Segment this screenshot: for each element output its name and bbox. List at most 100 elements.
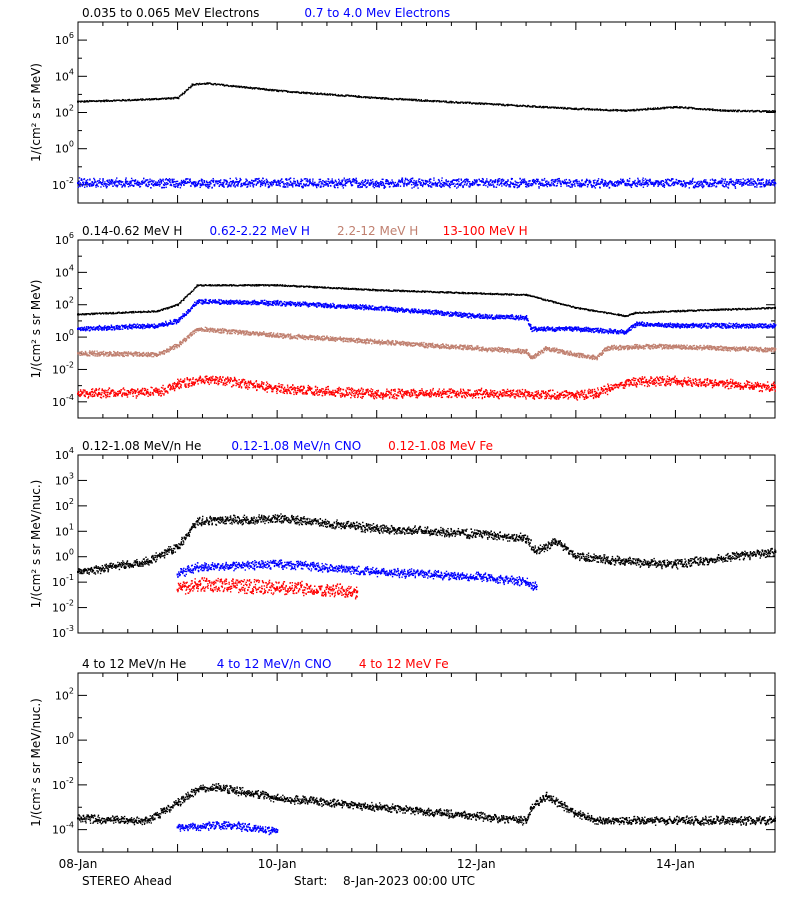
data-point bbox=[103, 99, 105, 101]
data-point bbox=[144, 181, 146, 183]
data-point bbox=[535, 182, 537, 185]
data-point bbox=[750, 182, 752, 184]
data-point bbox=[590, 309, 592, 311]
data-point bbox=[644, 183, 646, 186]
data-point bbox=[712, 309, 715, 312]
data-point bbox=[141, 180, 144, 182]
data-point bbox=[180, 179, 183, 182]
data-point bbox=[219, 180, 221, 182]
data-point bbox=[504, 182, 507, 185]
data-point bbox=[189, 179, 191, 181]
data-point bbox=[129, 311, 131, 313]
data-point bbox=[376, 182, 378, 184]
data-point bbox=[140, 180, 143, 183]
data-point bbox=[550, 184, 552, 187]
data-point bbox=[749, 308, 752, 310]
data-point bbox=[737, 182, 739, 184]
data-point bbox=[298, 185, 300, 187]
data-point bbox=[534, 105, 536, 107]
data-point bbox=[312, 286, 314, 289]
data-point bbox=[404, 182, 406, 184]
data-point bbox=[564, 106, 566, 109]
data-point bbox=[115, 179, 117, 181]
data-point bbox=[753, 183, 755, 185]
data-point bbox=[418, 178, 421, 180]
data-point bbox=[587, 309, 590, 312]
data-point bbox=[140, 311, 142, 314]
data-point bbox=[347, 288, 350, 291]
data-point bbox=[265, 284, 267, 287]
data-point bbox=[535, 296, 537, 298]
data-point bbox=[514, 180, 516, 182]
data-point bbox=[755, 110, 757, 112]
data-point bbox=[628, 180, 631, 182]
data-point bbox=[597, 179, 599, 182]
data-point bbox=[573, 183, 575, 186]
data-point bbox=[545, 106, 547, 108]
data-point bbox=[526, 186, 528, 188]
data-point bbox=[579, 107, 581, 110]
data-point bbox=[432, 100, 435, 103]
data-point bbox=[669, 185, 672, 187]
data-point bbox=[238, 86, 241, 89]
data-point bbox=[341, 95, 344, 97]
data-point bbox=[771, 181, 773, 184]
data-point bbox=[214, 183, 216, 186]
data-point bbox=[591, 309, 593, 311]
data-point bbox=[181, 182, 184, 184]
data-point bbox=[321, 286, 323, 288]
data-point bbox=[160, 182, 163, 184]
data-point bbox=[362, 183, 364, 185]
data-point bbox=[159, 183, 161, 186]
data-point bbox=[222, 184, 224, 186]
data-point bbox=[261, 181, 263, 184]
data-point bbox=[677, 310, 680, 312]
data-point bbox=[737, 180, 740, 183]
data-point bbox=[419, 100, 421, 102]
data-point bbox=[707, 184, 710, 187]
data-point bbox=[447, 292, 449, 294]
data-point bbox=[83, 100, 86, 102]
data-point bbox=[610, 183, 612, 185]
data-point bbox=[320, 93, 323, 95]
data-point bbox=[410, 98, 412, 100]
data-point bbox=[254, 179, 256, 182]
data-point bbox=[714, 309, 717, 311]
data-point bbox=[742, 184, 745, 186]
data-point bbox=[78, 328, 81, 330]
data-point bbox=[620, 314, 622, 316]
data-point bbox=[483, 103, 485, 106]
data-point bbox=[281, 178, 283, 180]
data-point bbox=[88, 327, 91, 329]
data-point bbox=[728, 109, 730, 112]
data-point bbox=[406, 98, 408, 101]
data-point bbox=[558, 178, 560, 180]
data-point bbox=[383, 184, 386, 187]
data-point bbox=[497, 292, 499, 295]
data-point bbox=[363, 184, 365, 186]
data-point bbox=[614, 185, 617, 187]
data-point bbox=[635, 185, 637, 187]
data-point bbox=[174, 181, 176, 183]
data-point bbox=[379, 289, 382, 291]
data-point bbox=[246, 179, 248, 181]
data-point bbox=[116, 185, 118, 188]
data-point bbox=[276, 181, 279, 183]
data-point bbox=[332, 182, 334, 185]
data-point bbox=[664, 310, 666, 313]
data-point bbox=[583, 107, 585, 110]
data-point bbox=[304, 184, 306, 186]
data-point bbox=[460, 292, 462, 294]
data-point bbox=[468, 185, 470, 187]
data-point bbox=[209, 82, 211, 84]
data-point bbox=[207, 186, 209, 189]
data-point bbox=[562, 181, 564, 183]
data-point bbox=[328, 93, 330, 96]
data-point bbox=[663, 186, 666, 188]
data-point bbox=[557, 178, 559, 180]
data-point bbox=[460, 182, 462, 185]
data-point bbox=[280, 284, 283, 287]
data-point bbox=[632, 181, 634, 183]
data-point bbox=[466, 179, 468, 181]
data-point bbox=[534, 179, 536, 182]
